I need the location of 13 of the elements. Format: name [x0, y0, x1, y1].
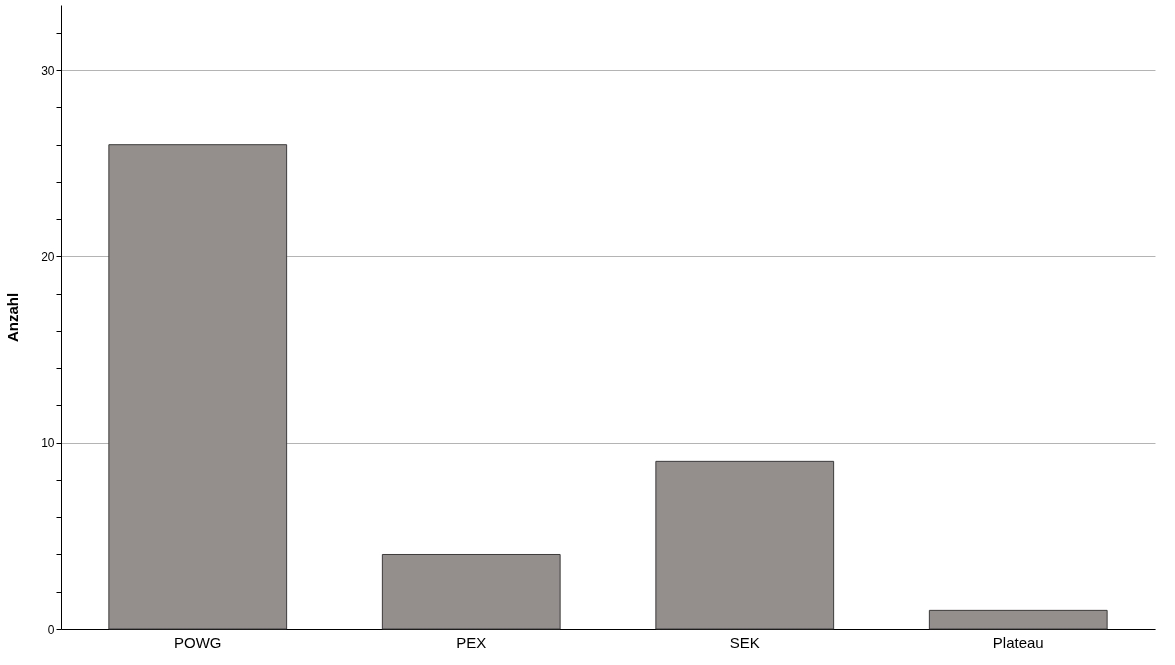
y-axis-title: Anzahl	[4, 292, 22, 343]
x-tick-label: POWG	[174, 633, 222, 651]
y-tick-label: 20	[41, 249, 55, 264]
bar	[381, 553, 561, 630]
x-tick-label: Plateau	[992, 633, 1044, 651]
y-tick-label: 0	[47, 622, 55, 637]
x-tick-label: PEX	[456, 633, 487, 651]
x-tick-label: SEK	[729, 633, 760, 651]
bar	[655, 460, 835, 630]
bar	[108, 144, 288, 630]
bar	[928, 609, 1108, 630]
y-tick-label: 30	[41, 63, 55, 78]
y-tick-label: 10	[41, 436, 55, 451]
